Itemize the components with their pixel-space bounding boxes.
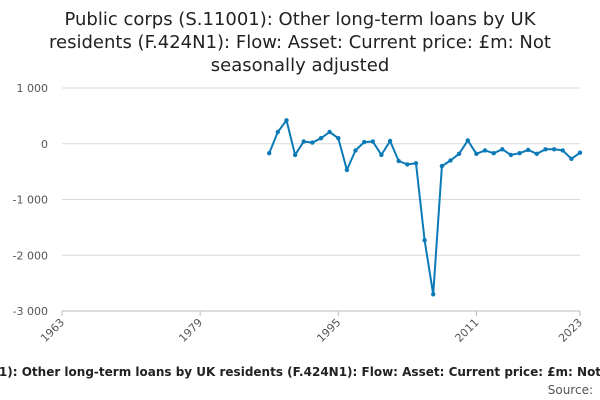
- chart-title: Public corps (S.11001): Other long-term …: [49, 9, 551, 76]
- x-tick-label: 1963: [38, 316, 67, 345]
- data-point[interactable]: [267, 151, 272, 156]
- data-point[interactable]: [370, 139, 375, 144]
- data-point[interactable]: [534, 151, 539, 156]
- data-point[interactable]: [301, 139, 306, 144]
- series-line: [268, 119, 581, 296]
- chart-title-line-1: Public corps (S.11001): Other long-term …: [64, 9, 536, 30]
- data-point[interactable]: [465, 138, 470, 143]
- y-tick-label: -3 000: [13, 305, 48, 318]
- data-point[interactable]: [551, 147, 557, 152]
- data-point[interactable]: [292, 152, 298, 158]
- data-point[interactable]: [439, 163, 445, 169]
- data-point[interactable]: [560, 148, 565, 153]
- data-point[interactable]: [327, 129, 332, 135]
- data-point[interactable]: [500, 147, 505, 152]
- source-label: Source:: [548, 383, 593, 397]
- data-point[interactable]: [387, 138, 393, 144]
- data-point[interactable]: [310, 140, 315, 145]
- data-point[interactable]: [379, 152, 384, 158]
- x-tick-label: 1979: [176, 316, 205, 345]
- data-point[interactable]: [284, 118, 289, 123]
- data-point[interactable]: [569, 156, 574, 161]
- data-point[interactable]: [491, 151, 496, 156]
- data-point[interactable]: [431, 292, 436, 297]
- data-point[interactable]: [508, 152, 514, 158]
- y-tick-label: -1 000: [13, 194, 48, 207]
- data-point[interactable]: [362, 139, 367, 145]
- y-tick-label: 0: [41, 138, 48, 151]
- data-point[interactable]: [422, 238, 427, 243]
- data-point[interactable]: [526, 147, 531, 153]
- x-tick-label: 2011: [453, 316, 482, 345]
- data-point[interactable]: [577, 150, 583, 155]
- chart-title-line-2: residents (F.424N1): Flow: Asset: Curren…: [49, 32, 551, 53]
- legend-label: Public corps (S.11001): Other long-term …: [0, 365, 600, 379]
- data-point[interactable]: [318, 136, 324, 141]
- data-point[interactable]: [405, 162, 410, 167]
- data-point[interactable]: [482, 148, 488, 153]
- data-point[interactable]: [543, 147, 548, 152]
- plot-area: [267, 118, 583, 297]
- data-point[interactable]: [474, 151, 479, 156]
- data-point[interactable]: [413, 161, 419, 166]
- data-point[interactable]: [448, 158, 453, 163]
- gridlines: [62, 87, 580, 312]
- chart-title-line-3: seasonally adjusted: [211, 55, 390, 76]
- data-point[interactable]: [396, 158, 401, 164]
- y-tick-label: 1 000: [17, 82, 49, 95]
- data-point[interactable]: [517, 151, 522, 156]
- x-tick-label: 1995: [314, 316, 343, 345]
- data-point[interactable]: [344, 167, 350, 173]
- data-point[interactable]: [336, 136, 341, 141]
- data-point[interactable]: [275, 129, 280, 135]
- x-tick-label: 2023: [556, 316, 585, 345]
- data-point[interactable]: [456, 151, 462, 156]
- y-tick-label: -2 000: [13, 249, 48, 262]
- data-point[interactable]: [353, 148, 358, 153]
